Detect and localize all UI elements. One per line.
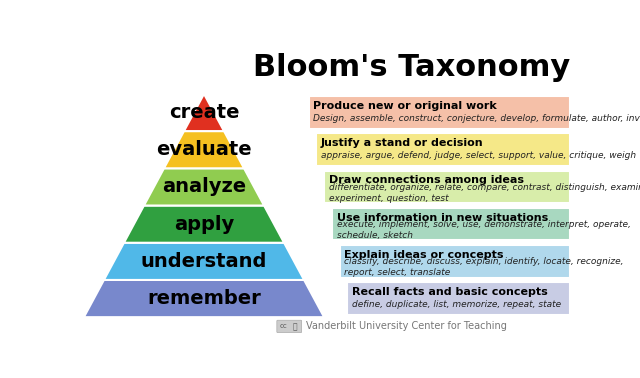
Text: classify, describe, discuss, explain, identify, locate, recognize,
report, selec: classify, describe, discuss, explain, id…: [344, 257, 624, 277]
Text: Recall facts and basic concepts: Recall facts and basic concepts: [352, 287, 548, 297]
Text: Use information in new situations: Use information in new situations: [337, 212, 548, 223]
Text: define, duplicate, list, memorize, repeat, state: define, duplicate, list, memorize, repea…: [352, 300, 561, 309]
Text: analyze: analyze: [162, 177, 246, 197]
FancyBboxPatch shape: [277, 320, 301, 333]
Text: evaluate: evaluate: [156, 140, 252, 159]
Text: Draw connections among ideas: Draw connections among ideas: [329, 175, 524, 185]
Text: remember: remember: [147, 289, 261, 308]
Text: apply: apply: [174, 215, 234, 234]
Bar: [308, 96, 570, 129]
Bar: [316, 133, 570, 166]
Text: Bloom's Taxonomy: Bloom's Taxonomy: [253, 53, 570, 82]
Text: understand: understand: [141, 252, 267, 271]
Bar: [340, 245, 570, 278]
Text: cc: cc: [280, 324, 288, 329]
Text: Design, assemble, construct, conjecture, develop, formulate, author, investigate: Design, assemble, construct, conjecture,…: [313, 114, 640, 123]
Polygon shape: [124, 206, 284, 243]
Text: Explain ideas or concepts: Explain ideas or concepts: [344, 250, 504, 260]
Text: Vanderbilt University Center for Teaching: Vanderbilt University Center for Teachin…: [307, 321, 507, 332]
Text: Justify a stand or decision: Justify a stand or decision: [321, 138, 484, 148]
Text: appraise, argue, defend, judge, select, support, value, critique, weigh: appraise, argue, defend, judge, select, …: [321, 151, 636, 160]
Polygon shape: [104, 243, 304, 280]
Bar: [324, 170, 570, 203]
Polygon shape: [184, 94, 224, 131]
Polygon shape: [164, 131, 244, 168]
Polygon shape: [84, 280, 324, 317]
Text: execute, implement, solve, use, demonstrate, interpret, operate,
schedule, sketc: execute, implement, solve, use, demonstr…: [337, 220, 630, 240]
Text: differentiate, organize, relate, compare, contrast, distinguish, examine,
experi: differentiate, organize, relate, compare…: [329, 183, 640, 203]
Text: create: create: [169, 103, 239, 122]
Polygon shape: [144, 168, 264, 206]
Bar: [348, 282, 570, 315]
Text: Produce new or original work: Produce new or original work: [313, 101, 497, 111]
Bar: [332, 208, 570, 240]
Text: Ⓘ: Ⓘ: [292, 322, 297, 331]
